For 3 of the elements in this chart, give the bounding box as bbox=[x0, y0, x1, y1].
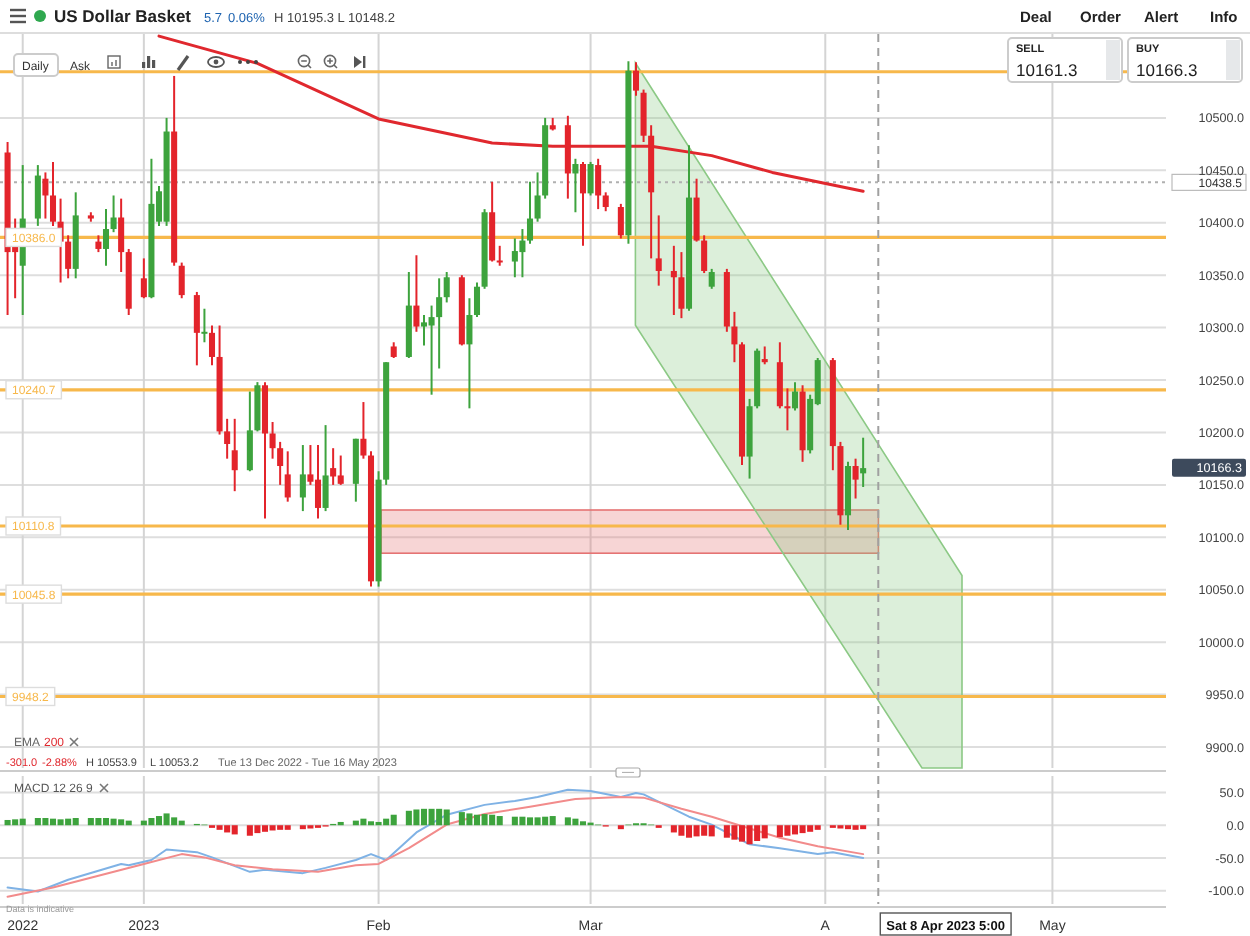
chart-title: US Dollar Basket bbox=[54, 6, 192, 26]
annotation: 10166.3 bbox=[1136, 60, 1198, 80]
annotation: 10161.3 bbox=[1016, 60, 1078, 80]
